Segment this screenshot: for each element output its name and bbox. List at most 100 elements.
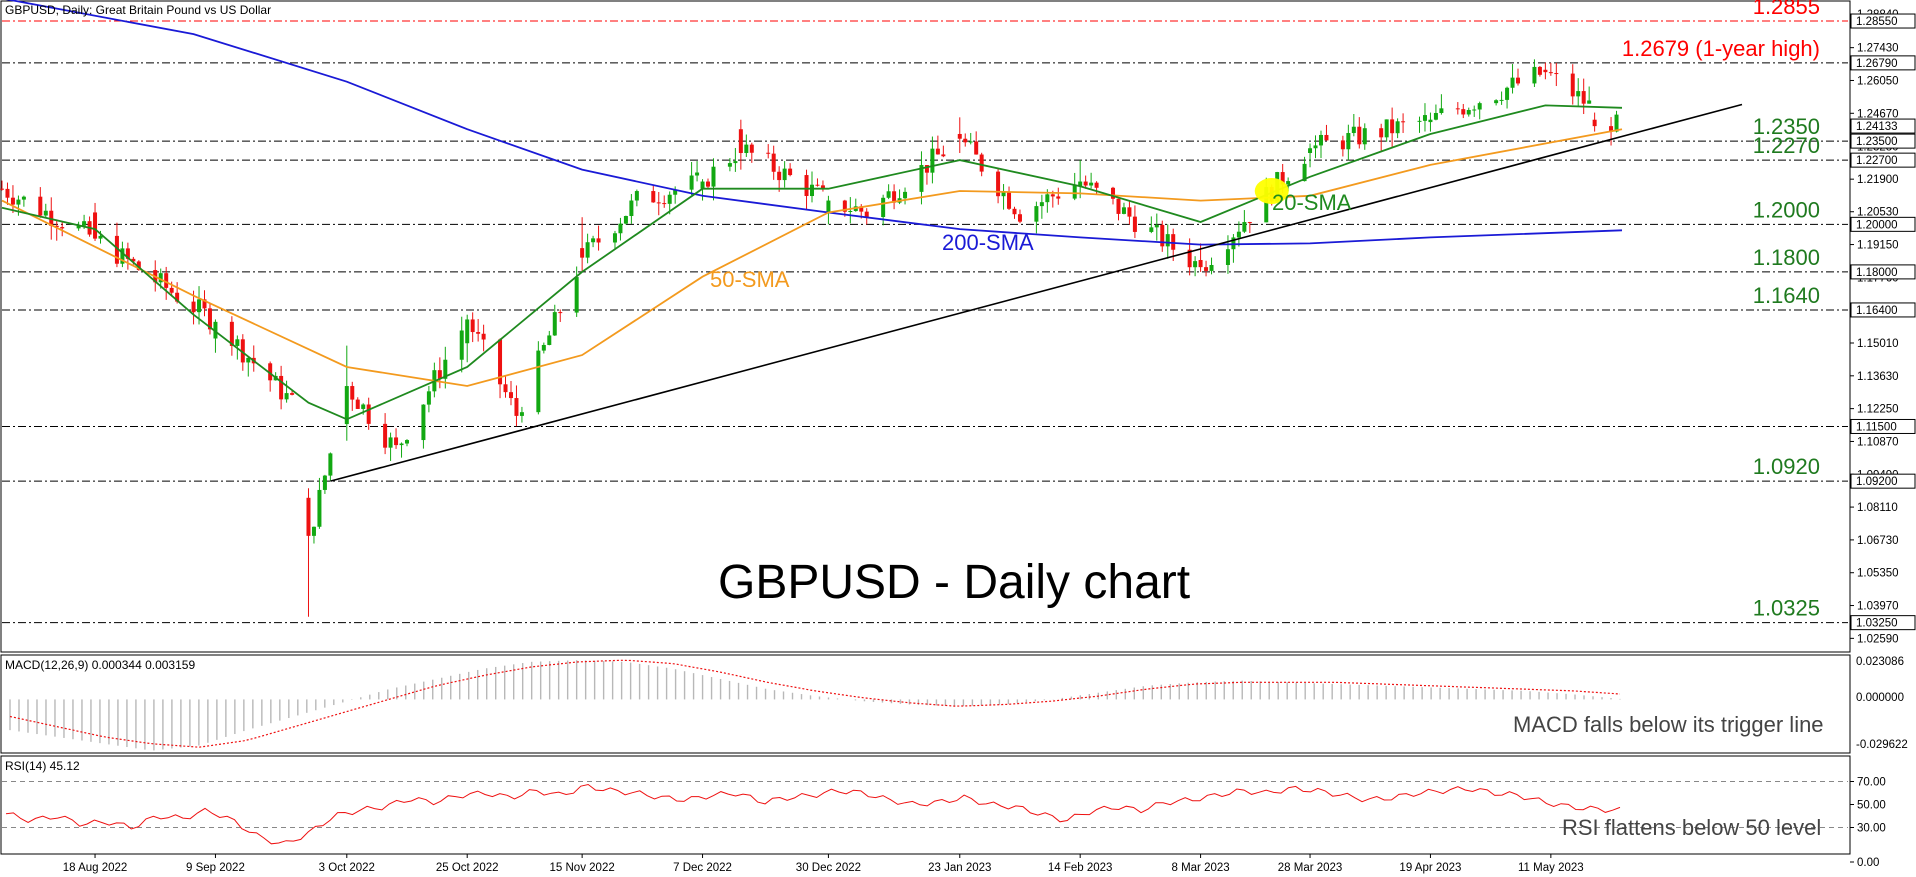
- candle-body: [689, 175, 694, 190]
- candle-body: [131, 258, 136, 262]
- candle-body: [788, 168, 793, 176]
- candle-body: [656, 202, 661, 204]
- candle-body: [1039, 202, 1044, 207]
- candle-body: [1078, 181, 1083, 187]
- candle-body: [1116, 198, 1121, 214]
- level-price-tag-text: 1.26790: [1856, 58, 1898, 70]
- candle-body: [667, 194, 672, 204]
- candle-body: [1324, 134, 1329, 141]
- candle-body: [328, 453, 333, 476]
- candle-body: [1532, 66, 1537, 84]
- candle-body: [1154, 224, 1159, 228]
- candle-body: [777, 171, 782, 181]
- date-tick-label: 15 Nov 2022: [550, 862, 615, 874]
- candle-body: [5, 188, 10, 198]
- level-price-tag-text: 1.11500: [1856, 421, 1897, 433]
- candle-body: [235, 339, 240, 346]
- candle-body: [1417, 120, 1422, 122]
- candle-body: [1045, 194, 1050, 203]
- candle-body: [191, 301, 196, 313]
- candle-body: [886, 191, 891, 198]
- candle-body: [842, 200, 847, 212]
- date-tick-label: 11 May 2023: [1518, 862, 1584, 874]
- rsi-tick-label: 70.00: [1857, 777, 1886, 789]
- candlesticks: [0, 59, 1619, 617]
- price-tick-label: 1.02590: [1857, 633, 1899, 645]
- level-price-tag: [1850, 13, 1916, 29]
- sma20-annotation: 20-SMA: [1272, 190, 1352, 215]
- candle-body: [290, 393, 295, 395]
- macd-label: MACD(12,26,9) 0.000344 0.003159: [5, 658, 195, 672]
- candle-body: [596, 238, 601, 243]
- candle-body: [1012, 208, 1017, 215]
- candle-body: [481, 333, 486, 340]
- macd-tick-low: -0.029622: [1856, 739, 1908, 751]
- candle-body: [82, 221, 87, 226]
- candle-body: [749, 144, 754, 153]
- candle-body: [114, 235, 119, 264]
- level-label: 1.2270: [1753, 133, 1820, 158]
- candle-body: [437, 370, 442, 379]
- candle-body: [268, 363, 273, 381]
- candle-body: [963, 138, 968, 143]
- candle-body: [1362, 128, 1367, 145]
- candle-body: [344, 386, 349, 425]
- candle-body: [1554, 73, 1559, 75]
- candle-body: [1236, 231, 1241, 238]
- candle-body: [1209, 264, 1214, 271]
- candle-body: [1395, 121, 1400, 134]
- candle-body: [388, 437, 393, 448]
- candle-body: [1439, 108, 1444, 114]
- candle-body: [930, 148, 935, 173]
- candle-body: [1477, 103, 1482, 110]
- candle-body: [771, 153, 776, 172]
- candle-body: [60, 227, 65, 229]
- candle-body: [1499, 99, 1504, 101]
- candle-body: [941, 154, 946, 157]
- candle-body: [1007, 191, 1012, 209]
- price-tick-label: 1.03970: [1857, 601, 1899, 613]
- candle-body: [552, 312, 557, 336]
- candle-body: [470, 319, 475, 333]
- candle-body: [727, 163, 732, 167]
- candle-body: [459, 330, 464, 360]
- rsi-label: RSI(14) 45.12: [5, 759, 80, 773]
- macd-indicator: [9, 659, 1621, 751]
- candle-body: [629, 200, 634, 217]
- candle-body: [979, 154, 984, 172]
- candle-body: [580, 248, 585, 258]
- candle-body: [1056, 196, 1061, 199]
- trendline-line: [330, 103, 1743, 482]
- date-tick-label: 9 Sep 2022: [186, 862, 245, 874]
- candle-body: [405, 440, 409, 444]
- candle-body: [1121, 207, 1126, 214]
- sma200-annotation: 200-SMA: [942, 230, 1034, 255]
- 20-sma-line: [1, 104, 1623, 421]
- chart-header: GBPUSD, Daily: Great Britain Pound vs US…: [5, 3, 271, 17]
- candle-body: [476, 332, 481, 334]
- price-tick-label: 1.08110: [1857, 502, 1898, 514]
- candle-body: [1570, 73, 1575, 97]
- level-price-tag: [1850, 55, 1916, 71]
- level-label: 1.1640: [1753, 283, 1820, 308]
- candle-body: [317, 489, 322, 527]
- candle-body: [541, 344, 546, 351]
- candle-body: [1089, 182, 1094, 186]
- candle-body: [1422, 115, 1427, 121]
- candle-body: [1264, 187, 1269, 223]
- level-price-tag-text: 1.03250: [1856, 618, 1898, 630]
- candle-body: [1017, 214, 1022, 222]
- candle-body: [1433, 113, 1438, 120]
- date-tick-label: 28 Mar 2023: [1278, 862, 1343, 874]
- price-tick-label: 1.20530: [1857, 207, 1899, 219]
- candle-body: [465, 319, 470, 344]
- date-tick-label: 23 Jan 2023: [928, 862, 991, 874]
- current-price-tag: [1850, 118, 1916, 134]
- candle-body: [98, 235, 103, 239]
- candle-body: [1313, 145, 1318, 149]
- candle-body: [574, 277, 579, 313]
- candle-body: [782, 168, 787, 181]
- candle-body: [968, 141, 973, 143]
- price-tick-label: 1.10870: [1857, 436, 1899, 448]
